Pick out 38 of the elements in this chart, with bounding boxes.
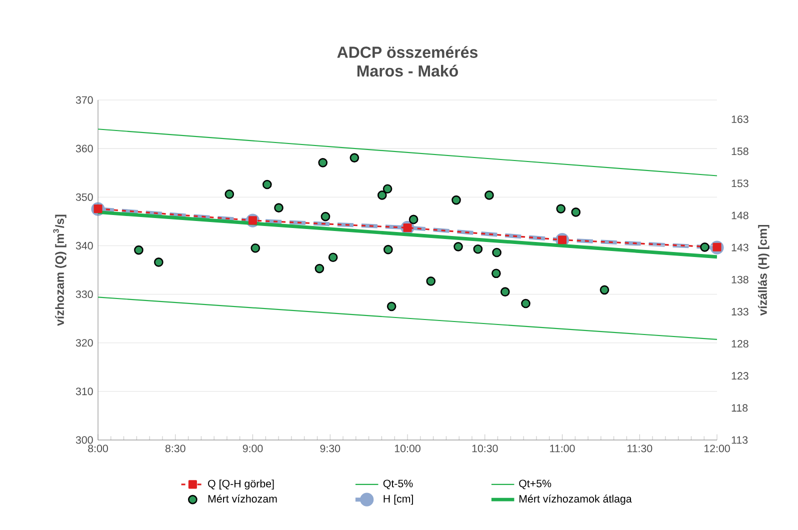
x-tick-label: 8:00 <box>88 444 108 452</box>
y2-tick-label: 163 <box>732 115 748 124</box>
y-tick-label: 310 <box>76 388 93 396</box>
x-tick-label: 9:30 <box>320 444 340 452</box>
y-tick-label: 340 <box>76 242 93 250</box>
y-tick-label: 300 <box>76 436 93 444</box>
x-tick-label: 11:30 <box>627 444 652 452</box>
legend-label: Qt-5% <box>383 480 413 490</box>
legend-label: Q [Q-H görbe] <box>208 480 274 490</box>
x-tick-label: 8:30 <box>165 444 186 452</box>
x-tick-label: 10:30 <box>472 444 498 452</box>
x-tick-label: 10:00 <box>394 444 420 452</box>
y-tick-label: 360 <box>76 144 93 152</box>
y-tick-label: 330 <box>76 290 93 298</box>
chart-title: ADCP összemérés <box>337 46 478 58</box>
y2-tick-label: 148 <box>732 212 748 220</box>
y2-axis-title: vízállás (H) [cm] <box>758 224 770 316</box>
y2-tick-label: 133 <box>732 308 748 316</box>
y2-tick-label: 113 <box>732 436 748 444</box>
y-axis-title: vízhozam (Q) [m$^{3}$/s] <box>53 214 66 326</box>
x-tick-label: 9:00 <box>242 444 263 452</box>
legend-label: Qt+5% <box>519 480 552 490</box>
legend-label: Mért vízhozamok átlaga <box>519 494 632 505</box>
x-tick-label: 12:00 <box>704 444 730 452</box>
y2-tick-label: 118 <box>732 404 748 412</box>
chart-subtitle: Maros - Makó <box>357 64 458 77</box>
y2-tick-label: 158 <box>732 148 748 156</box>
y-tick-label: 350 <box>76 193 93 201</box>
y2-tick-label: 153 <box>732 180 748 188</box>
legend-label: Mért vízhozam <box>208 494 277 503</box>
y2-tick-label: 143 <box>732 244 748 252</box>
y-tick-label: 320 <box>76 339 93 347</box>
y2-tick-label: 123 <box>732 372 748 380</box>
legend-label: H [cm] <box>384 494 413 505</box>
y-tick-label: 370 <box>76 96 93 104</box>
y2-tick-label: 138 <box>732 276 748 284</box>
y2-tick-label: 128 <box>732 340 748 348</box>
x-tick-label: 11:00 <box>550 444 575 452</box>
